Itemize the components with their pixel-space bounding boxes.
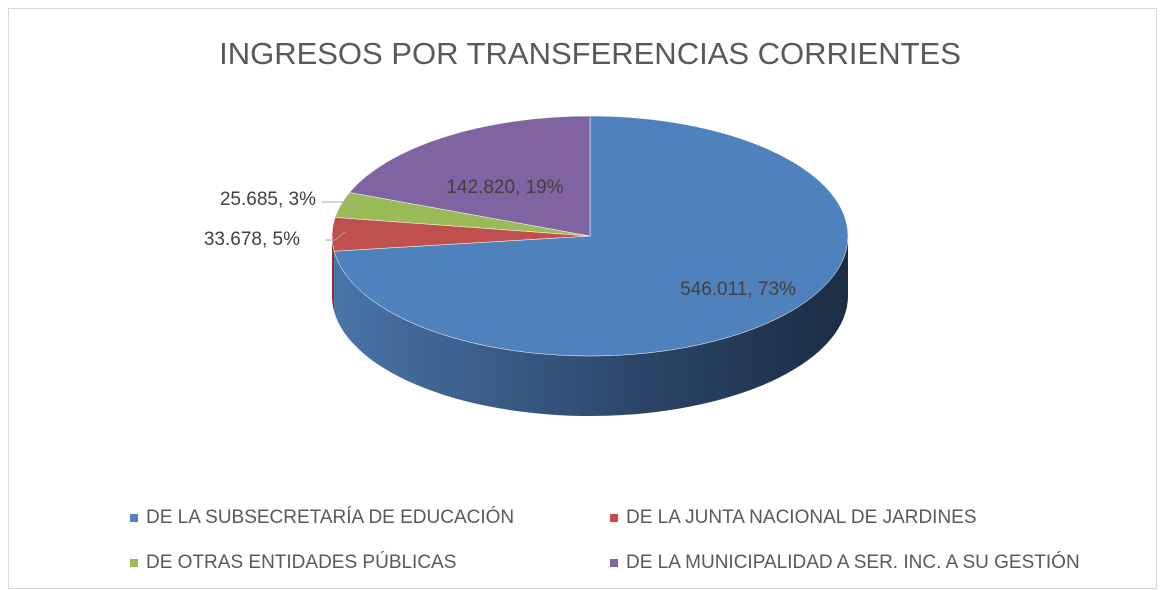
legend-marker bbox=[130, 559, 138, 567]
data-label: 33.678, 5% bbox=[204, 229, 300, 250]
data-label: 142.820, 19% bbox=[446, 177, 563, 198]
legend-marker bbox=[610, 559, 618, 567]
legend-marker bbox=[130, 514, 138, 522]
legend-marker bbox=[610, 514, 618, 522]
slice bbox=[349, 115, 591, 237]
slice-side bbox=[334, 236, 848, 416]
legend-label: DE OTRAS ENTIDADES PÚBLICAS bbox=[146, 551, 456, 573]
slice bbox=[333, 115, 849, 357]
leader-line bbox=[322, 201, 356, 210]
legend-label: DE LA MUNICIPALIDAD A SER. INC. A SU GES… bbox=[626, 551, 1080, 573]
chart-title: INGRESOS POR TRANSFERENCIAS CORRIENTES bbox=[219, 36, 961, 71]
data-label: 25.685, 3% bbox=[220, 189, 316, 210]
legend-label: DE LA JUNTA NACIONAL DE JARDINES bbox=[626, 507, 977, 528]
leader-line bbox=[325, 231, 346, 241]
data-label: 546.011, 73% bbox=[680, 279, 796, 300]
slice-side bbox=[332, 236, 335, 312]
legend-label: DE LA SUBSECRETARÍA DE EDUCACIÓN bbox=[146, 506, 514, 528]
